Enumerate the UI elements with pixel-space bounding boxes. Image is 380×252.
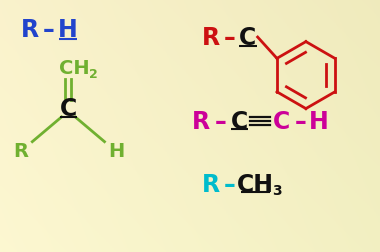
Text: C: C (272, 109, 290, 133)
Text: R: R (202, 26, 220, 50)
Text: C: C (239, 26, 256, 50)
Text: C: C (231, 109, 248, 133)
Text: –: – (215, 109, 226, 133)
Text: 3: 3 (272, 183, 282, 197)
Text: H: H (309, 109, 328, 133)
Text: R: R (21, 18, 40, 42)
Text: R: R (202, 172, 220, 196)
Text: –: – (43, 18, 54, 42)
Text: R: R (13, 141, 28, 160)
Text: C: C (60, 97, 77, 121)
Text: –: – (223, 26, 235, 50)
Text: CH: CH (237, 172, 274, 196)
Text: –: – (294, 109, 306, 133)
Text: 2: 2 (89, 68, 98, 80)
Text: –: – (224, 172, 236, 196)
Text: H: H (58, 18, 78, 42)
Text: CH: CH (59, 59, 89, 78)
Text: R: R (192, 109, 211, 133)
Text: H: H (108, 141, 124, 160)
